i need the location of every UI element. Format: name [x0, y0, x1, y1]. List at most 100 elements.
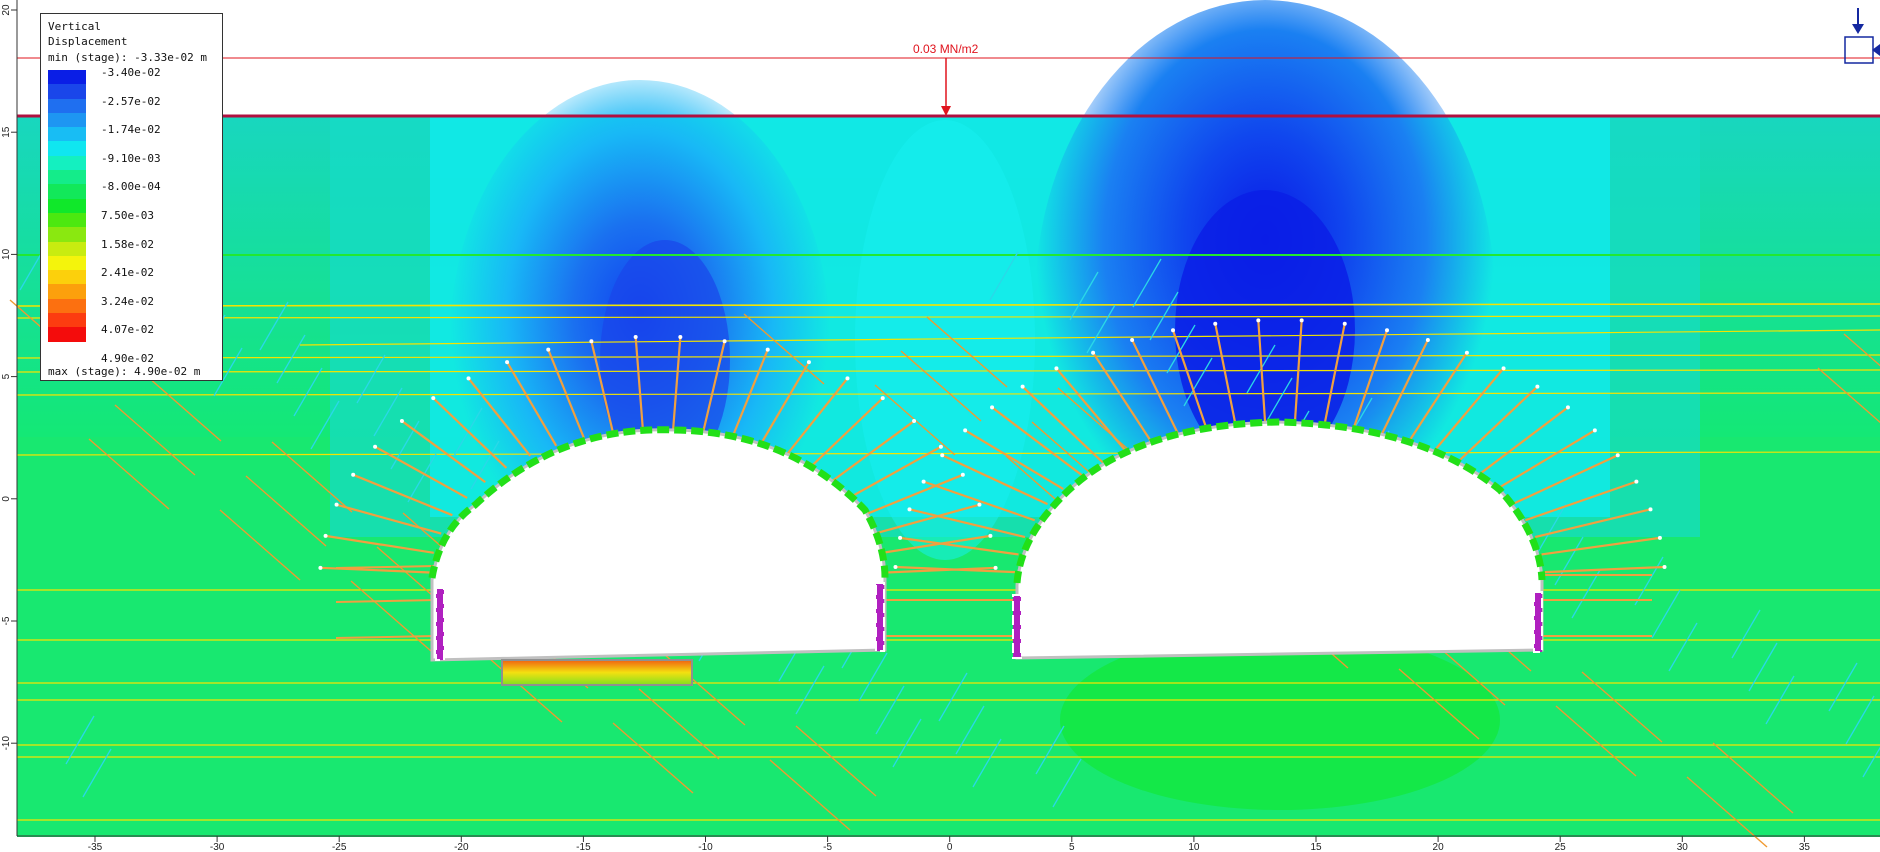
joint-line: [1686, 776, 1768, 848]
bolt-head: [431, 396, 436, 401]
bolt-head: [1384, 328, 1389, 333]
bolt-head: [1213, 321, 1218, 326]
x-tick-label: -35: [88, 842, 103, 852]
bolt-head: [990, 405, 995, 410]
joint-line: [989, 251, 1019, 301]
bolt-head: [938, 444, 943, 449]
legend-swatch: [48, 127, 86, 142]
left-tunnel[interactable]: [428, 426, 889, 662]
bolt-head: [940, 453, 945, 458]
legend[interactable]: Vertical Displacement min (stage): -3.33…: [40, 13, 223, 381]
legend-swatch: [48, 298, 86, 314]
bolt-head: [898, 535, 903, 540]
joint-line: [88, 438, 170, 510]
bolt-head: [399, 419, 404, 424]
joint-line: [1166, 324, 1196, 374]
bolt-head: [1425, 337, 1430, 342]
bolt-head: [1130, 337, 1135, 342]
y-tick-label: -10: [1, 736, 12, 751]
joint-line: [1555, 705, 1637, 777]
load-label: 0.03 MN/m2: [913, 42, 979, 56]
bolt-head: [1648, 507, 1653, 512]
rock-bolt: [1171, 329, 1208, 429]
legend-swatch: [48, 98, 86, 113]
bolt-head: [880, 396, 885, 401]
bolt-head: [1535, 384, 1540, 389]
rock-bolt: [874, 503, 980, 535]
legend-label: 3.24e-02: [101, 294, 154, 308]
bolt-head: [373, 444, 378, 449]
legend-title-line1: Vertical: [48, 20, 101, 33]
joint-line: [1843, 333, 1880, 367]
bolt-head: [1020, 384, 1025, 389]
joint-line: [82, 748, 112, 798]
joint-line: [350, 580, 432, 652]
joint-line: [638, 688, 720, 760]
bolt-head: [323, 533, 328, 538]
rock-bolt: [899, 536, 1019, 556]
legend-label: 2.41e-02: [101, 266, 154, 280]
joint-line: [1183, 357, 1213, 407]
y-tick-label: 0: [1, 496, 12, 502]
rock-bolt: [923, 480, 1036, 522]
joint-line: [356, 354, 386, 404]
rock-bolt: [1524, 480, 1637, 522]
right-tunnel[interactable]: [1012, 418, 1546, 660]
legend-max: max (stage): 4.90e-02 m: [48, 365, 201, 378]
x-tick-label: -30: [210, 842, 225, 852]
bolt-head: [1464, 350, 1469, 355]
bolt-head: [466, 376, 471, 381]
bolt-head: [921, 479, 926, 484]
rock-bolt: [1257, 320, 1267, 423]
rock-bolt: [1293, 320, 1303, 423]
rock-bolt: [1544, 565, 1665, 574]
joint-line: [271, 441, 353, 513]
rock-bolt: [885, 566, 996, 574]
joint-line: [1086, 304, 1116, 354]
bolt-head: [912, 419, 917, 424]
bolt-head: [351, 472, 356, 477]
rock-bolt: [1352, 329, 1389, 429]
joint-line: [1817, 367, 1880, 424]
joint-line: [1862, 746, 1880, 778]
legend-label: -3.40e-02: [101, 66, 161, 79]
joint-line: [955, 705, 985, 755]
legend-swatch: [48, 84, 86, 99]
joint-line: [1571, 569, 1601, 619]
bolt-head: [1091, 350, 1096, 355]
bolt-head: [1342, 321, 1347, 326]
x-tick-label: -25: [332, 842, 347, 852]
rock-bolt: [1512, 454, 1619, 506]
joint-line: [276, 334, 306, 384]
bolt-head: [678, 335, 683, 340]
bolt-head: [589, 339, 594, 344]
bolt-head: [907, 507, 912, 512]
rock-bolt: [1380, 339, 1429, 435]
joint-line: [892, 718, 922, 768]
rock-bolt: [401, 420, 486, 483]
joint-line: [470, 440, 500, 490]
joint-line: [1398, 668, 1480, 740]
x-tick-label: -15: [576, 842, 591, 852]
rock-bolt: [1323, 323, 1346, 425]
joint-line: [1828, 662, 1858, 712]
rock-bolt: [1496, 429, 1596, 491]
rock-bolt: [432, 397, 508, 469]
x-tick-label: -10: [698, 842, 713, 852]
joint-line: [875, 685, 905, 735]
joint-line: [1765, 675, 1795, 725]
rock-bolt: [335, 565, 437, 569]
joint-line: [1668, 622, 1698, 672]
bolt-head: [960, 472, 965, 477]
bolt-head: [1662, 565, 1667, 570]
legend-label: -8.00e-04: [101, 180, 161, 194]
joint-line: [1035, 725, 1065, 775]
distributed-load[interactable]: 0.03 MN/m2: [17, 42, 1880, 116]
legend-color-bar: [48, 70, 86, 342]
joint-line: [795, 665, 825, 715]
joint-line: [926, 316, 1008, 388]
rock-bolt: [1456, 385, 1539, 464]
bolt-head: [722, 339, 727, 344]
joint-line: [1651, 589, 1681, 639]
